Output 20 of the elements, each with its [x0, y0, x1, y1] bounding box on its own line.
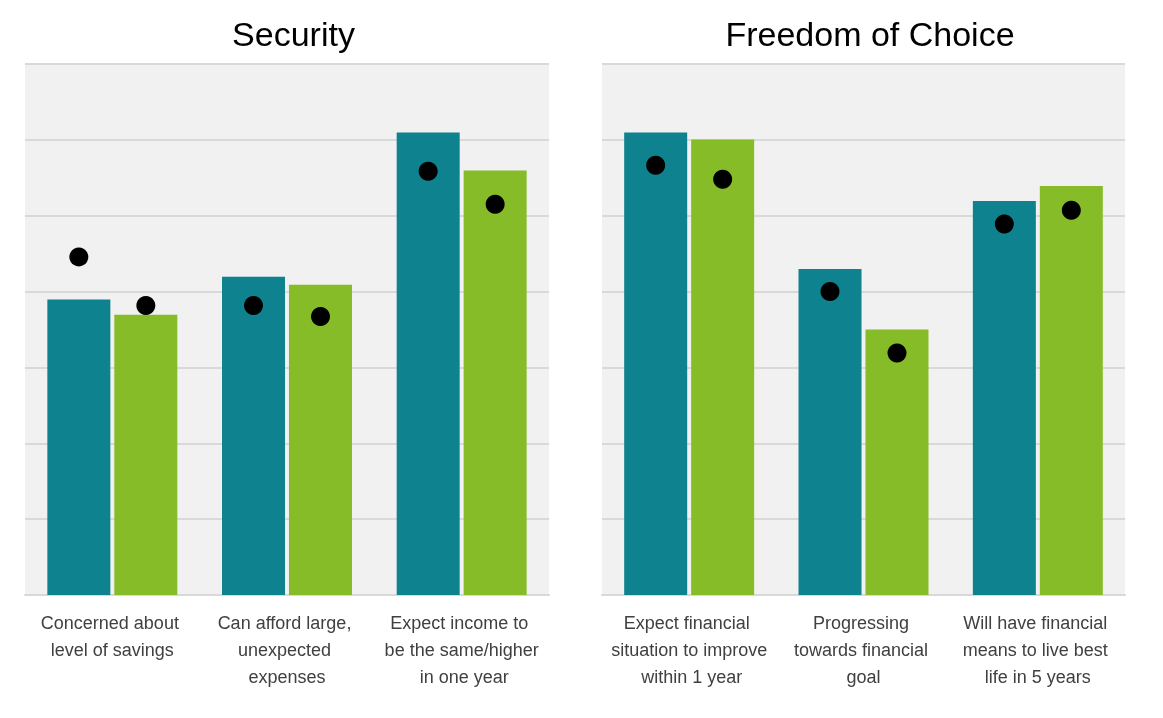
- bar: [47, 299, 111, 595]
- bar: [114, 314, 178, 595]
- x-tick-label: Can afford large, unexpected expenses: [217, 612, 357, 687]
- bar: [1039, 186, 1103, 595]
- x-tick-label: Will have financial means to live best life in 5 years: [962, 612, 1113, 687]
- bar: [396, 132, 460, 595]
- x-tick-label: Progressing towards financial goal: [793, 612, 934, 687]
- chart-title: Freedom of Choice: [725, 15, 1015, 53]
- bar: [624, 132, 688, 595]
- x-tick-label: Expect financial situation to improve within 1 year: [611, 612, 768, 687]
- bar: [865, 329, 929, 595]
- bar: [972, 200, 1036, 595]
- x-tick-label: Expect income to be the same/higher in one year: [384, 612, 539, 687]
- bar: [288, 284, 352, 595]
- bar: [222, 276, 286, 595]
- bar: [463, 170, 527, 595]
- x-tick-label: Concerned about level of savings: [40, 612, 184, 660]
- chart-title: Security: [232, 15, 355, 53]
- bar: [798, 268, 862, 595]
- bar: [691, 139, 755, 595]
